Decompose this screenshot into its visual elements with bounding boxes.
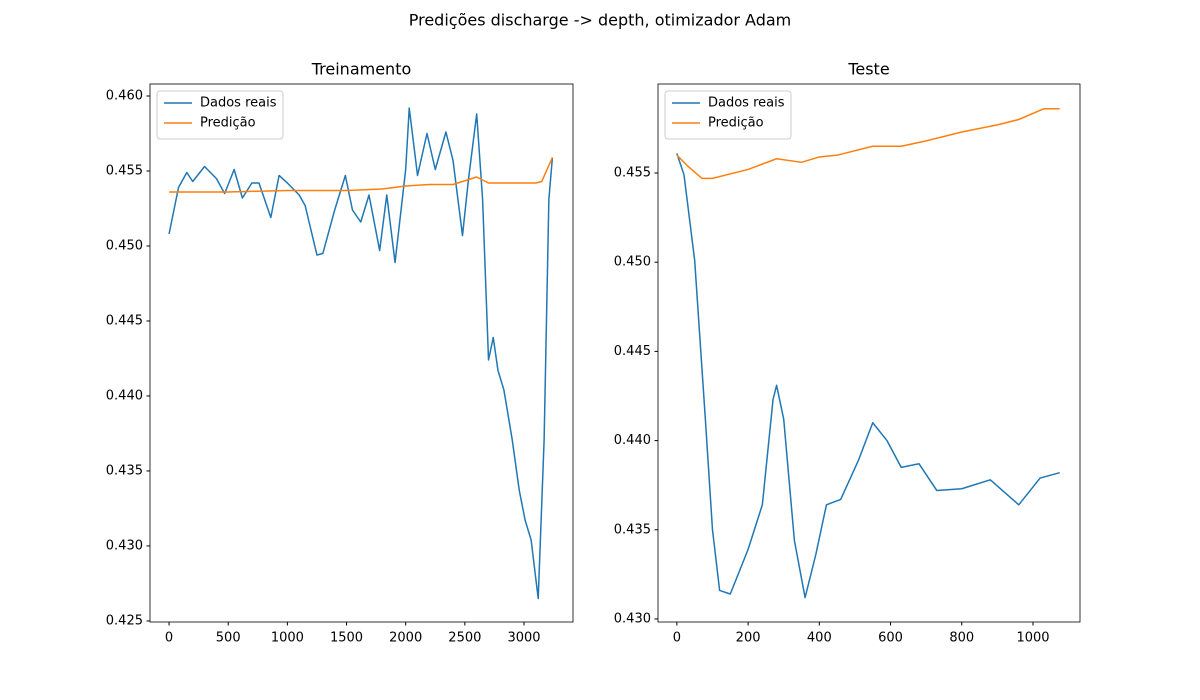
legend-label: Predição xyxy=(708,116,764,131)
y-tick-label: 0.460 xyxy=(106,88,143,103)
data-line xyxy=(169,157,554,193)
y-tick-label: 0.430 xyxy=(614,611,651,626)
x-tick-label: 2500 xyxy=(448,631,481,646)
y-tick-label: 0.440 xyxy=(614,433,651,448)
y-tick-label: 0.440 xyxy=(106,388,143,403)
y-tick-label: 0.435 xyxy=(106,463,143,478)
x-tick-label: 800 xyxy=(949,631,974,646)
x-tick-label: 1000 xyxy=(1016,631,1049,646)
x-tick-label: 3000 xyxy=(507,631,540,646)
x-tick-label: 1500 xyxy=(330,631,363,646)
y-tick-label: 0.430 xyxy=(106,538,143,553)
x-tick-label: 0 xyxy=(673,631,681,646)
x-tick-label: 1000 xyxy=(271,631,304,646)
legend-label: Dados reais xyxy=(708,96,785,111)
y-tick-label: 0.450 xyxy=(106,238,143,253)
figure-title: Predições discharge -> depth, otimizador… xyxy=(409,11,792,30)
y-tick-label: 0.455 xyxy=(106,163,143,178)
y-tick-label: 0.445 xyxy=(614,344,651,359)
data-line xyxy=(168,107,554,600)
y-tick-label: 0.425 xyxy=(106,613,143,628)
x-tick-label: 400 xyxy=(807,631,832,646)
legend-label: Dados reais xyxy=(200,96,277,111)
axes-title: Teste xyxy=(847,60,889,79)
axes-frame xyxy=(149,83,574,623)
y-tick-label: 0.445 xyxy=(106,313,143,328)
y-tick-label: 0.450 xyxy=(614,255,651,270)
axes-title: Treinamento xyxy=(311,60,412,79)
x-tick-label: 500 xyxy=(216,631,241,646)
x-tick-label: 200 xyxy=(736,631,761,646)
y-tick-label: 0.455 xyxy=(614,166,651,181)
x-tick-label: 2000 xyxy=(389,631,422,646)
y-tick-label: 0.435 xyxy=(614,522,651,537)
legend-label: Predição xyxy=(200,116,256,131)
data-line xyxy=(676,108,1060,180)
data-line xyxy=(676,153,1060,599)
axes-frame xyxy=(657,83,1081,623)
x-tick-label: 0 xyxy=(165,631,173,646)
x-tick-label: 600 xyxy=(878,631,903,646)
